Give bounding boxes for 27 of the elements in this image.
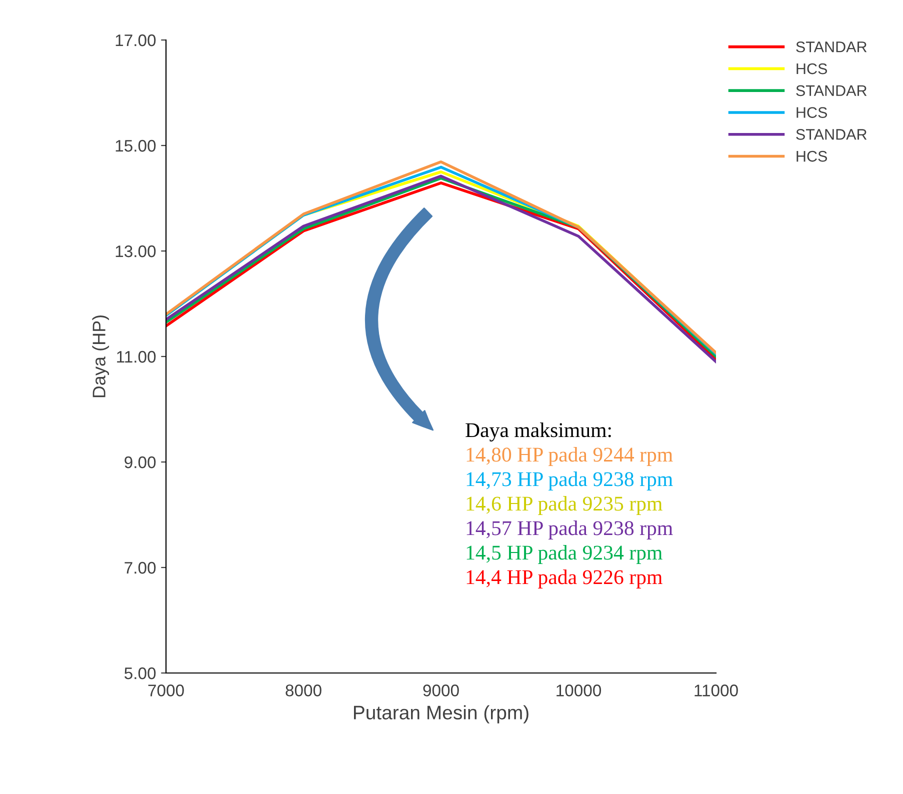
y-axis-title: Daya (HP)	[92, 315, 110, 398]
annotation: 14,73 HP pada 9238 rpm	[466, 472, 673, 490]
annotation: 14,4 HP pada 9226 rpm	[466, 570, 662, 588]
x-tick-label: 8000	[286, 684, 322, 696]
x-tick-label: 7000	[148, 684, 184, 696]
annotation: 14,57 HP pada 9238 rpm	[466, 520, 673, 540]
legend-label: HCS	[796, 107, 827, 118]
y-tick-label: 11.00	[117, 350, 156, 363]
y-tick-label: 13.00	[116, 245, 156, 258]
x-tick-label: 11000	[694, 684, 738, 696]
legend-label: HCS	[796, 63, 827, 74]
legend-label: STANDAR	[796, 129, 867, 140]
annotation: 14,5 HP pada 9234 rpm	[466, 545, 662, 564]
y-tick-label: 7.00	[124, 562, 156, 574]
x-axis-title: Putaran Mesin (rpm)	[354, 705, 528, 724]
y-tick-label: 17.00	[116, 34, 156, 46]
y-tick-label: 9.00	[124, 456, 156, 468]
legend-label: STANDAR	[796, 85, 867, 96]
annotation: 14,6 HP pada 9235 rpm	[466, 496, 662, 515]
legend-label: HCS	[796, 150, 827, 162]
annotation: Daya maksimum:	[466, 422, 611, 442]
legend-label: STANDAR	[796, 41, 867, 52]
x-tick-label: 9000	[423, 684, 459, 696]
y-tick-label: 5.00	[124, 667, 156, 680]
x-tick-label: 10000	[556, 684, 602, 696]
annotation: 14,80 HP pada 9244 rpm	[466, 447, 673, 466]
y-tick-label: 15.00	[116, 140, 156, 152]
